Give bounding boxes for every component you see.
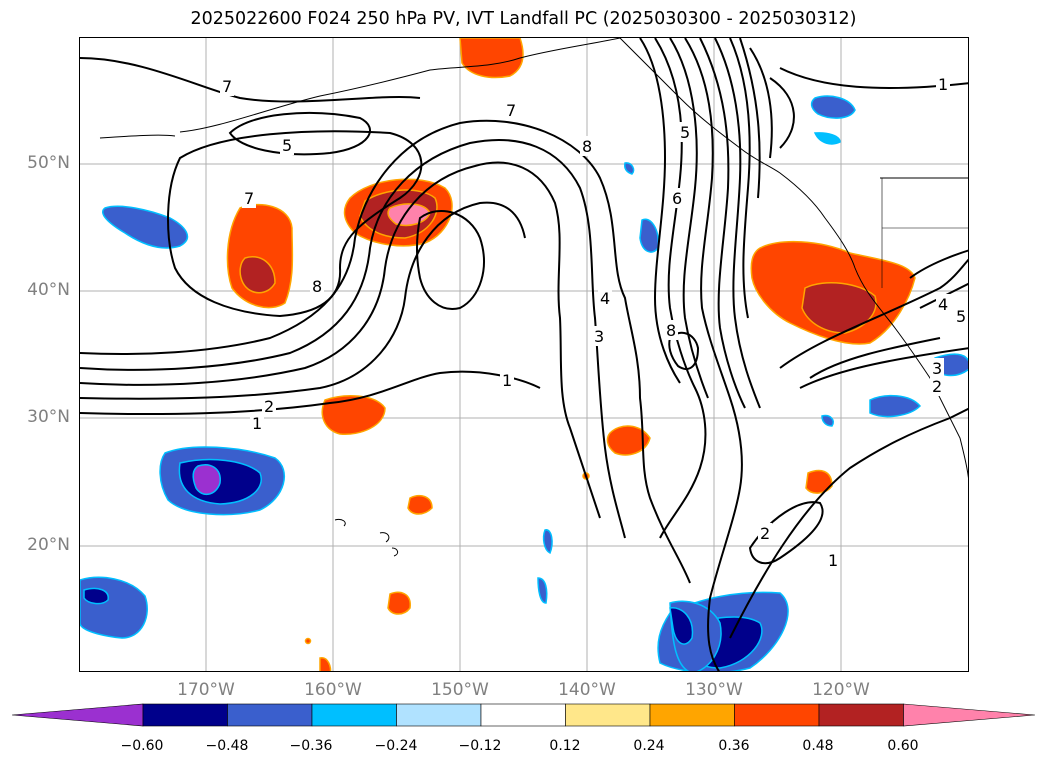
lat-label: 20°N (27, 535, 70, 555)
contour-label: 4 (600, 289, 610, 308)
blob-neg-far-sw (80, 576, 148, 639)
contour-label: 3 (594, 327, 604, 346)
blob-pos-top (459, 38, 524, 79)
contour-label: 7 (506, 101, 516, 120)
blob-neg-west (102, 205, 189, 249)
contour-label: 1 (828, 551, 838, 570)
negative-pv-areas (80, 95, 968, 671)
contour-label: 1 (502, 371, 512, 390)
chart-title: 2025022600 F024 250 hPa PV, IVT Landfall… (190, 9, 857, 29)
colorbar-tick: 0.12 (549, 738, 581, 754)
contour-label: 5 (956, 307, 966, 326)
contour-label: 5 (282, 136, 292, 155)
contour-label: 8 (666, 321, 676, 340)
colorbar (11, 703, 1036, 727)
contour-label: 4 (938, 295, 948, 314)
contour-label: 6 (672, 189, 682, 208)
colorbar-tick: 0.48 (802, 738, 834, 754)
contour-label: 7 (244, 189, 254, 208)
lat-label: 40°N (27, 280, 70, 300)
pv-contours (80, 38, 968, 671)
colorbar-tick: 0.60 (887, 738, 919, 754)
lon-label: 140°W (558, 680, 616, 700)
colorbar-extend-low (11, 703, 144, 727)
contour-label: 2 (264, 397, 274, 416)
lat-label: 30°N (27, 407, 70, 427)
map-canvas: 7 5 7 8 2 1 7 8 5 6 4 3 8 1 1 3 2 4 5 (80, 38, 968, 671)
colorbar-segment (649, 703, 735, 727)
colorbar-segment (734, 703, 820, 727)
contour-label: 8 (312, 277, 322, 296)
colorbar-segment (565, 703, 651, 727)
colorbar-segment (142, 703, 228, 727)
contour-label: 7 (222, 77, 232, 96)
colorbar-segment (227, 703, 313, 727)
contour-label: 8 (582, 137, 592, 156)
lon-label: 120°W (812, 680, 870, 700)
contour-label: 1 (252, 414, 262, 433)
colorbar-tick: 0.24 (633, 738, 665, 754)
contour-label: 2 (932, 377, 942, 396)
lon-label: 150°W (431, 680, 489, 700)
blob-neg-nw-canada (810, 95, 856, 119)
colorbar-tick: −0.12 (458, 738, 502, 754)
lat-label: 50°N (27, 153, 70, 173)
colorbar-tick: 0.36 (718, 738, 750, 754)
coastlines (99, 38, 968, 557)
colorbar-tick: −0.36 (289, 738, 333, 754)
contour-label: 2 (760, 524, 770, 543)
lon-label: 160°W (304, 680, 362, 700)
map-panel: 7 5 7 8 2 1 7 8 5 6 4 3 8 1 1 3 2 4 5 (79, 37, 969, 672)
gridlines (80, 38, 968, 671)
colorbar-segment (480, 703, 566, 727)
contour-label: 1 (938, 75, 948, 94)
colorbar-segment (396, 703, 482, 727)
colorbar-segment (311, 703, 397, 727)
colorbar-tick: −0.60 (120, 738, 164, 754)
colorbar-tick: −0.24 (374, 738, 418, 754)
colorbar-extend-high (903, 703, 1036, 727)
colorbar-tick: −0.48 (205, 738, 249, 754)
colorbar-segment (818, 703, 904, 727)
lon-label: 130°W (685, 680, 743, 700)
lon-label: 170°W (177, 680, 235, 700)
contour-label-group: 7 5 7 8 2 1 7 8 5 6 4 3 8 1 1 3 2 4 5 (220, 74, 968, 570)
contour-label: 3 (932, 359, 942, 378)
positive-pv-areas (226, 38, 916, 671)
contour-label: 5 (680, 123, 690, 142)
